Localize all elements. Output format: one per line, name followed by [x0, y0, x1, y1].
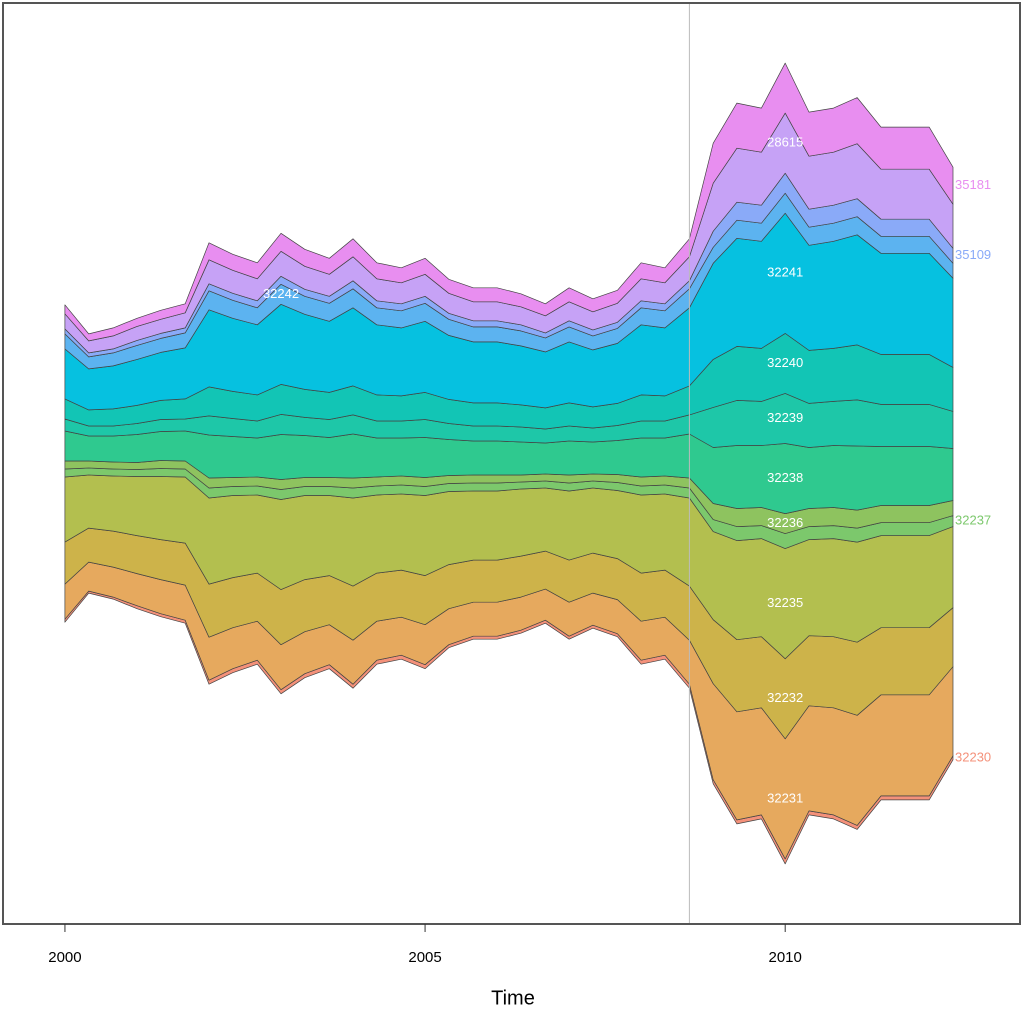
x-tick-label: 2005	[408, 949, 441, 966]
stream-layer	[64, 62, 954, 342]
series-label: 32232	[767, 690, 803, 705]
x-tick-label: 2010	[769, 949, 802, 966]
series-label: 28615	[767, 135, 803, 150]
series-label: 32236	[767, 515, 803, 530]
series-label: 35181	[955, 177, 991, 192]
series-label: 32237	[955, 513, 991, 528]
x-axis-title: Time	[491, 987, 535, 1009]
series-label: 32231	[767, 790, 803, 805]
series-label: 32239	[767, 410, 803, 425]
series-label: 32230	[955, 749, 991, 764]
series-label: 32241	[767, 265, 803, 280]
series-label: 32235	[767, 595, 803, 610]
series-label: 32240	[767, 355, 803, 370]
x-tick-label: 2000	[48, 949, 81, 966]
series-label: 35109	[955, 247, 991, 262]
series-label: 32242	[263, 286, 299, 301]
plot-frame	[2, 2, 1021, 925]
series-label: 32238	[767, 470, 803, 485]
